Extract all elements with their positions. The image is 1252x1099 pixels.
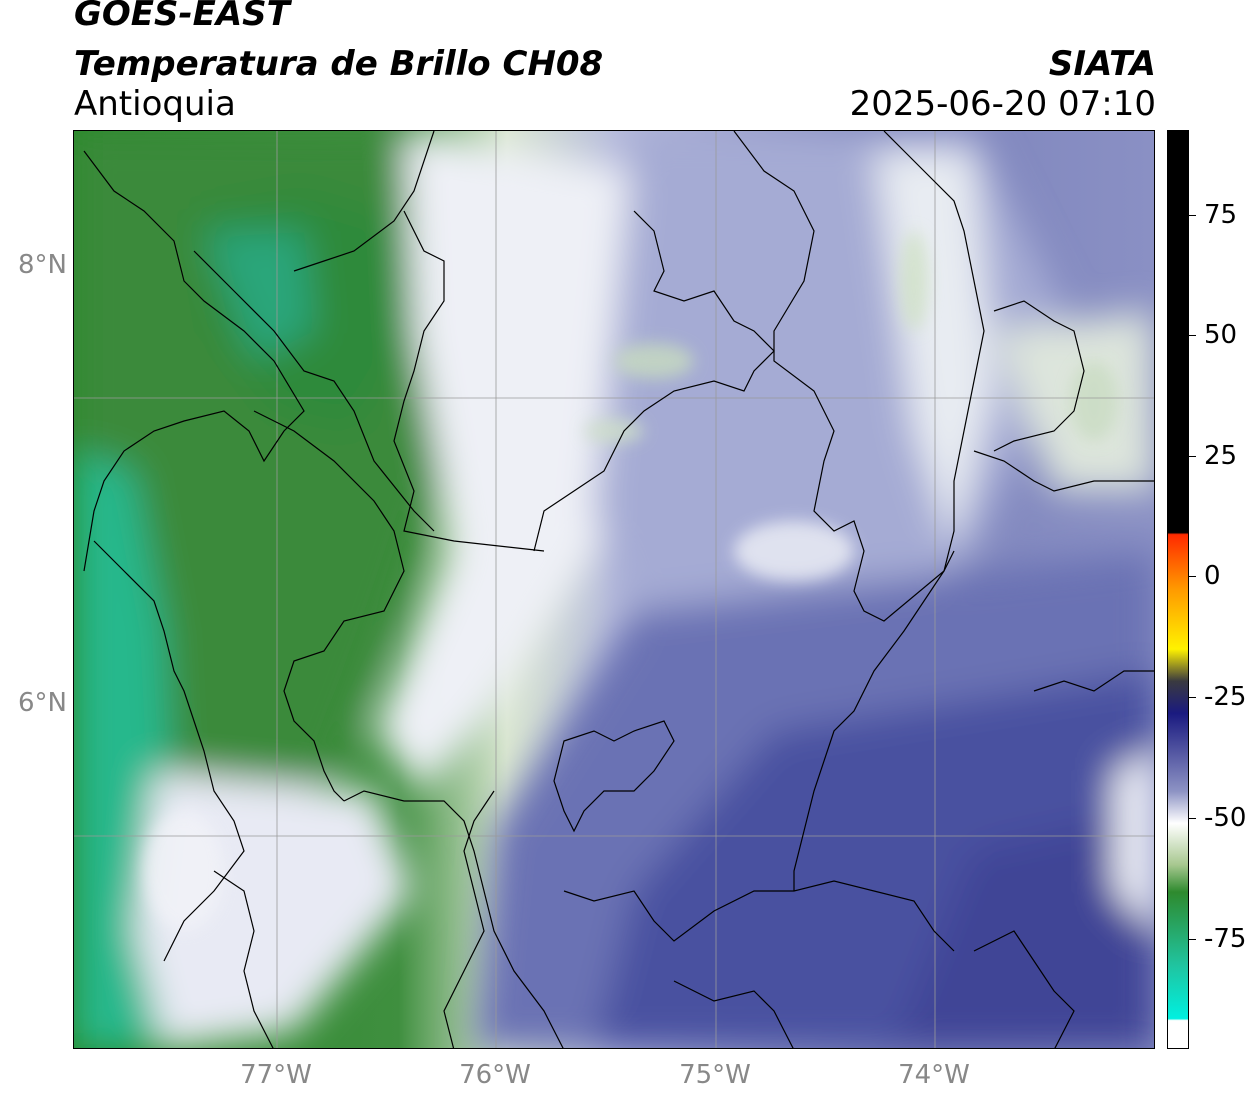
temperature-field bbox=[74, 131, 1154, 1048]
lat-label-6n: 6°N bbox=[18, 688, 67, 718]
colorbar-tick-mark bbox=[1189, 939, 1196, 940]
title-satellite: GOES-EAST bbox=[74, 0, 290, 34]
colorbar-tick-mark bbox=[1189, 818, 1196, 819]
admin-boundaries bbox=[83, 131, 1154, 1048]
colorbar-label-0: 0 bbox=[1204, 561, 1221, 591]
temperature-colorbar bbox=[1167, 130, 1189, 1049]
title-region: Antioquia bbox=[74, 84, 236, 124]
lon-label-74w: 74°W bbox=[898, 1060, 970, 1090]
colorbar-tick-mark bbox=[1189, 697, 1196, 698]
title-product: Temperatura de Brillo CH08 bbox=[74, 44, 604, 84]
colorbar-label-minus75: -75 bbox=[1204, 924, 1247, 954]
colorbar-label-75: 75 bbox=[1204, 200, 1238, 230]
colorbar-tick-mark bbox=[1189, 456, 1196, 457]
colorbar-label-50: 50 bbox=[1204, 320, 1238, 350]
colorbar-label-25: 25 bbox=[1204, 441, 1238, 471]
lon-label-77w: 77°W bbox=[240, 1060, 312, 1090]
lon-label-75w: 75°W bbox=[679, 1060, 751, 1090]
lon-label-76w: 76°W bbox=[459, 1060, 531, 1090]
colorbar-label-minus25: -25 bbox=[1204, 682, 1247, 712]
datetime-label: 2025-06-20 07:10 bbox=[849, 84, 1156, 124]
colorbar-tick-mark bbox=[1189, 215, 1196, 216]
graticule bbox=[74, 131, 1154, 1048]
brightness-temperature-map bbox=[73, 130, 1155, 1049]
colorbar-tick-mark bbox=[1189, 335, 1196, 336]
colorbar-label-minus50: -50 bbox=[1204, 803, 1247, 833]
organization-label: SIATA bbox=[1048, 44, 1156, 84]
lat-label-8n: 8°N bbox=[18, 250, 67, 280]
colorbar-tick-mark bbox=[1189, 576, 1196, 577]
